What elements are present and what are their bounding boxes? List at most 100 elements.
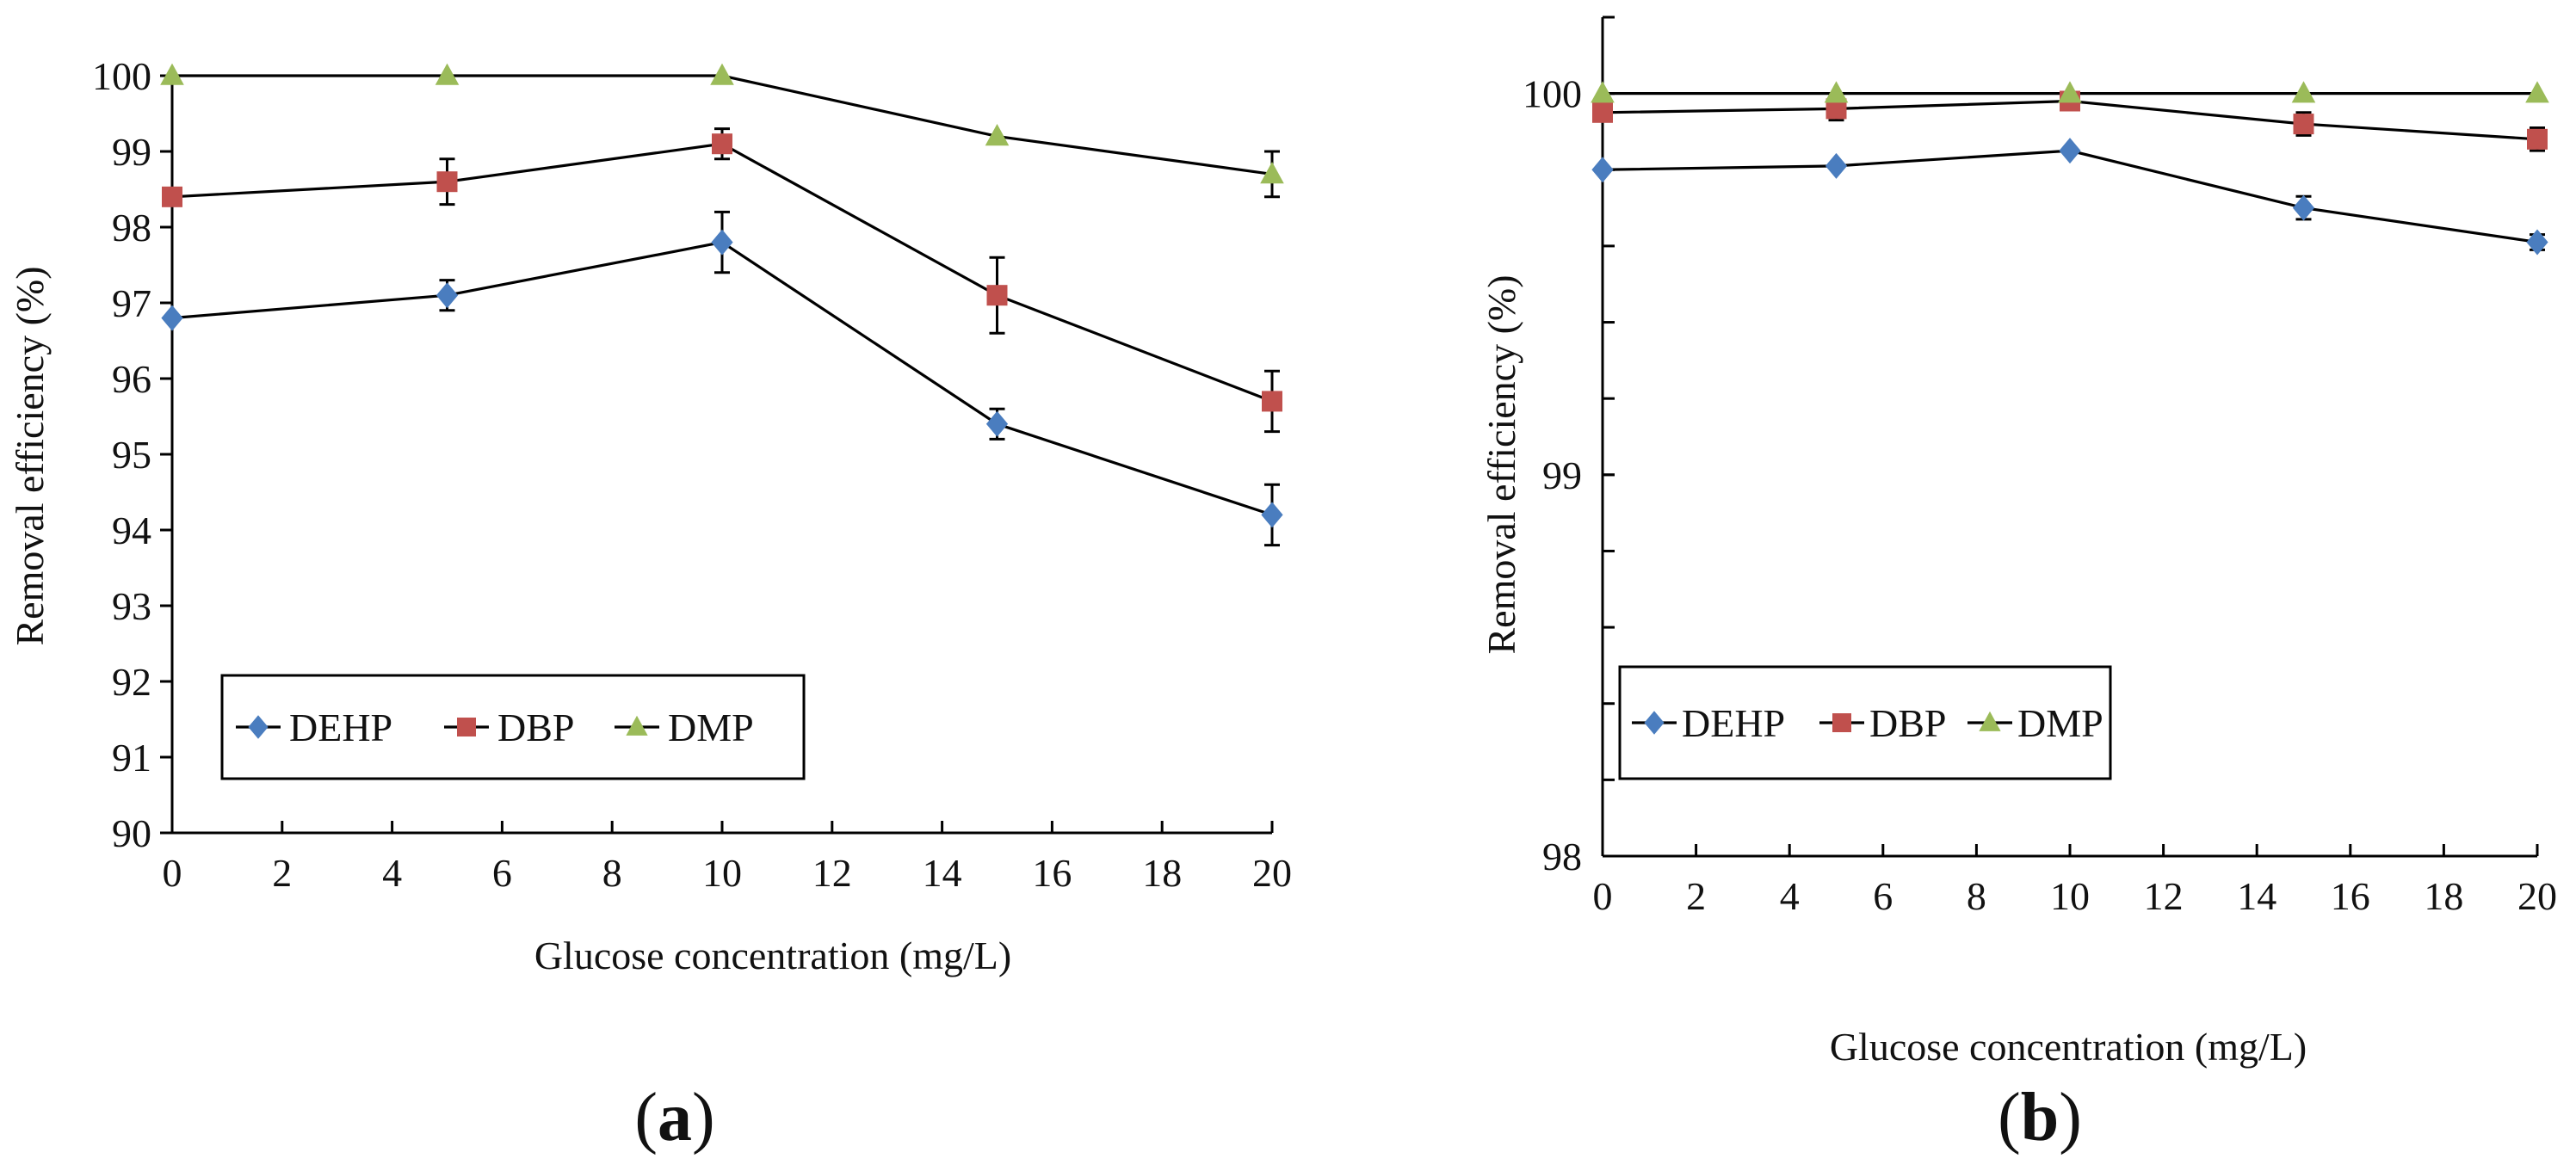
chart-a-y-tick-label: 93 bbox=[112, 584, 151, 628]
chart-b-legend-box bbox=[1618, 665, 2112, 780]
chart-b-x-tick-label: 20 bbox=[2517, 874, 2557, 918]
chart-a-point-dehp bbox=[711, 229, 733, 256]
chart-b-point-dehp bbox=[2526, 229, 2548, 256]
chart-a-x-tick-label: 6 bbox=[492, 851, 512, 895]
chart-b-legend-label-dmp: DMP bbox=[2017, 701, 2103, 745]
chart-a-line-dehp bbox=[171, 240, 1273, 516]
chart-b-x-tick-label: 12 bbox=[2144, 874, 2184, 918]
chart-a-x-tick-label: 12 bbox=[812, 851, 852, 895]
chart-b-legend-marker-dbp bbox=[1832, 713, 1851, 732]
chart-b-y-tick-label: 99 bbox=[1542, 453, 1582, 497]
chart-a-y-tick-label: 95 bbox=[112, 433, 151, 477]
chart-a-point-dmp bbox=[985, 124, 1010, 146]
chart-b-legend-marker-dmp bbox=[1979, 711, 2001, 731]
chart-a-point-dehp bbox=[161, 305, 183, 331]
chart-b-legend-item-dmp: DMP bbox=[1968, 701, 2103, 745]
chart-b-x-tick-label: 6 bbox=[1873, 874, 1893, 918]
chart-b-axes: 0 2 4 6 8 10 12 14 16 18 20 98 99 100 bbox=[1523, 15, 2557, 918]
chart-a-point-dbp bbox=[162, 186, 182, 207]
chart-b-x-tick-label: 18 bbox=[2424, 874, 2463, 918]
chart-a-legend-label-dbp: DBP bbox=[497, 706, 574, 749]
chart-a-point-dmp bbox=[435, 63, 460, 85]
chart-b-y-tick-label: 98 bbox=[1542, 835, 1582, 878]
chart-b-x-tick-label: 14 bbox=[2237, 874, 2276, 918]
chart-b-point-dehp bbox=[2059, 138, 2081, 164]
chart-b-x-tick-label: 2 bbox=[1686, 874, 1706, 918]
chart-b-point-dbp bbox=[1592, 102, 1613, 123]
chart-b-legend-label-dbp: DBP bbox=[1869, 701, 1946, 745]
chart-a-x-tick-label: 16 bbox=[1032, 851, 1072, 895]
chart-a-point-dmp bbox=[160, 63, 184, 85]
chart-a-point-dehp bbox=[1261, 502, 1283, 528]
chart-a-legend-item-dehp: DEHP bbox=[236, 706, 392, 749]
chart-a-legend-item-dbp: DBP bbox=[444, 706, 574, 749]
chart-a-panel-label: (a) bbox=[634, 1080, 714, 1156]
chart-a-y-tick-label: 92 bbox=[112, 660, 151, 704]
chart-a-legend-marker-dehp bbox=[248, 715, 269, 739]
chart-b-x-tick-label: 4 bbox=[1780, 874, 1800, 918]
chart-a-legend-marker-dbp bbox=[457, 718, 476, 736]
chart-b-point-dehp bbox=[1825, 152, 1848, 179]
chart-b-point-dbp bbox=[2527, 128, 2548, 150]
chart-a-point-dehp bbox=[436, 282, 459, 309]
chart-a-x-tick-label: 20 bbox=[1252, 851, 1292, 895]
chart-b-point-dbp bbox=[2293, 114, 2314, 135]
chart-a-series bbox=[160, 63, 1284, 547]
chart-a-x-tick-label: 4 bbox=[382, 851, 402, 895]
chart-b-y-tick-label: 100 bbox=[1523, 72, 1582, 116]
chart-a-point-dbp bbox=[986, 285, 1008, 306]
chart-b-x-tick-label: 0 bbox=[1593, 874, 1613, 918]
chart-b-line-dehp bbox=[1602, 149, 2538, 244]
chart-a-y-tick-label: 94 bbox=[112, 508, 151, 552]
chart-b-point-dehp bbox=[1591, 157, 1614, 183]
chart-a-y-tick-label: 100 bbox=[92, 54, 151, 98]
chart-a-legend-box bbox=[220, 674, 806, 780]
chart-b-point-dmp bbox=[2291, 81, 2316, 103]
chart-a-x-tick-label: 2 bbox=[272, 851, 292, 895]
chart-a-y-tick-label: 99 bbox=[112, 130, 151, 174]
chart-b-point-dmp bbox=[1824, 81, 1849, 103]
chart-a-point-dehp bbox=[985, 410, 1009, 437]
chart-a-point-dbp bbox=[1262, 391, 1282, 412]
chart-panel-b: 0 2 4 6 8 10 12 14 16 18 20 98 99 100 DEHP DBP DMP Gluc… bbox=[1480, 15, 2557, 1156]
chart-a-y-tick-label: 90 bbox=[112, 811, 151, 855]
chart-b-legend-label-dehp: DEHP bbox=[1682, 701, 1785, 745]
chart-a-point-dbp bbox=[712, 133, 732, 155]
chart-b-point-dmp bbox=[2058, 81, 2082, 103]
chart-panel-a: 0 2 4 6 8 10 12 14 16 18 20 90 91 92 93 94 95 96 97 98 99 100… bbox=[8, 54, 1292, 1156]
chart-a-x-tick-label: 8 bbox=[602, 851, 622, 895]
chart-b-panel-label: (b) bbox=[1998, 1080, 2082, 1156]
chart-a-point-dmp bbox=[710, 63, 734, 85]
chart-b-x-tick-label: 16 bbox=[2331, 874, 2370, 918]
chart-a-legend: DEHP DBP DMP bbox=[220, 674, 806, 780]
chart-a-x-tick-label: 10 bbox=[702, 851, 742, 895]
chart-b-point-dehp bbox=[2292, 194, 2315, 221]
chart-a-legend-item-dmp: DMP bbox=[615, 706, 754, 749]
chart-b-x-axis-label: Glucose concentration (mg/L) bbox=[1830, 1025, 2307, 1069]
chart-a-x-tick-label: 18 bbox=[1142, 851, 1182, 895]
chart-b-legend-marker-dehp bbox=[1644, 711, 1665, 735]
chart-b-legend-item-dehp: DEHP bbox=[1632, 701, 1785, 745]
chart-a-legend-marker-dmp bbox=[626, 715, 648, 736]
chart-a-point-dmp bbox=[1260, 162, 1284, 184]
chart-a-y-tick-label: 91 bbox=[112, 736, 151, 780]
chart-b-point-dmp bbox=[1591, 81, 1615, 103]
chart-a-legend-label-dehp: DEHP bbox=[289, 706, 392, 749]
chart-b-legend-item-dbp: DBP bbox=[1819, 701, 1946, 745]
chart-a-y-axis-label: Removal efficiency (%) bbox=[8, 266, 52, 645]
chart-b-y-axis-label: Removal efficiency (%) bbox=[1480, 274, 1523, 654]
chart-a-x-axis-label: Glucose concentration (mg/L) bbox=[534, 934, 1011, 977]
chart-a-x-tick-label: 0 bbox=[163, 851, 182, 895]
chart-a-legend-label-dmp: DMP bbox=[668, 706, 754, 749]
chart-a-x-tick-label: 14 bbox=[923, 851, 962, 895]
chart-b-point-dmp bbox=[2525, 81, 2549, 103]
chart-b-x-tick-label: 8 bbox=[1967, 874, 1986, 918]
chart-b-legend: DEHP DBP DMP bbox=[1618, 665, 2112, 780]
chart-a-point-dbp bbox=[436, 171, 458, 193]
chart-a-y-tick-label: 96 bbox=[112, 357, 151, 401]
chart-b-series bbox=[1591, 81, 2549, 256]
chart-a-axes: 0 2 4 6 8 10 12 14 16 18 20 90 91 92 93 94 95 96 97 98 99 100 bbox=[92, 54, 1292, 895]
chart-a-y-tick-label: 98 bbox=[112, 206, 151, 250]
chart-a-y-tick-label: 97 bbox=[112, 281, 151, 325]
